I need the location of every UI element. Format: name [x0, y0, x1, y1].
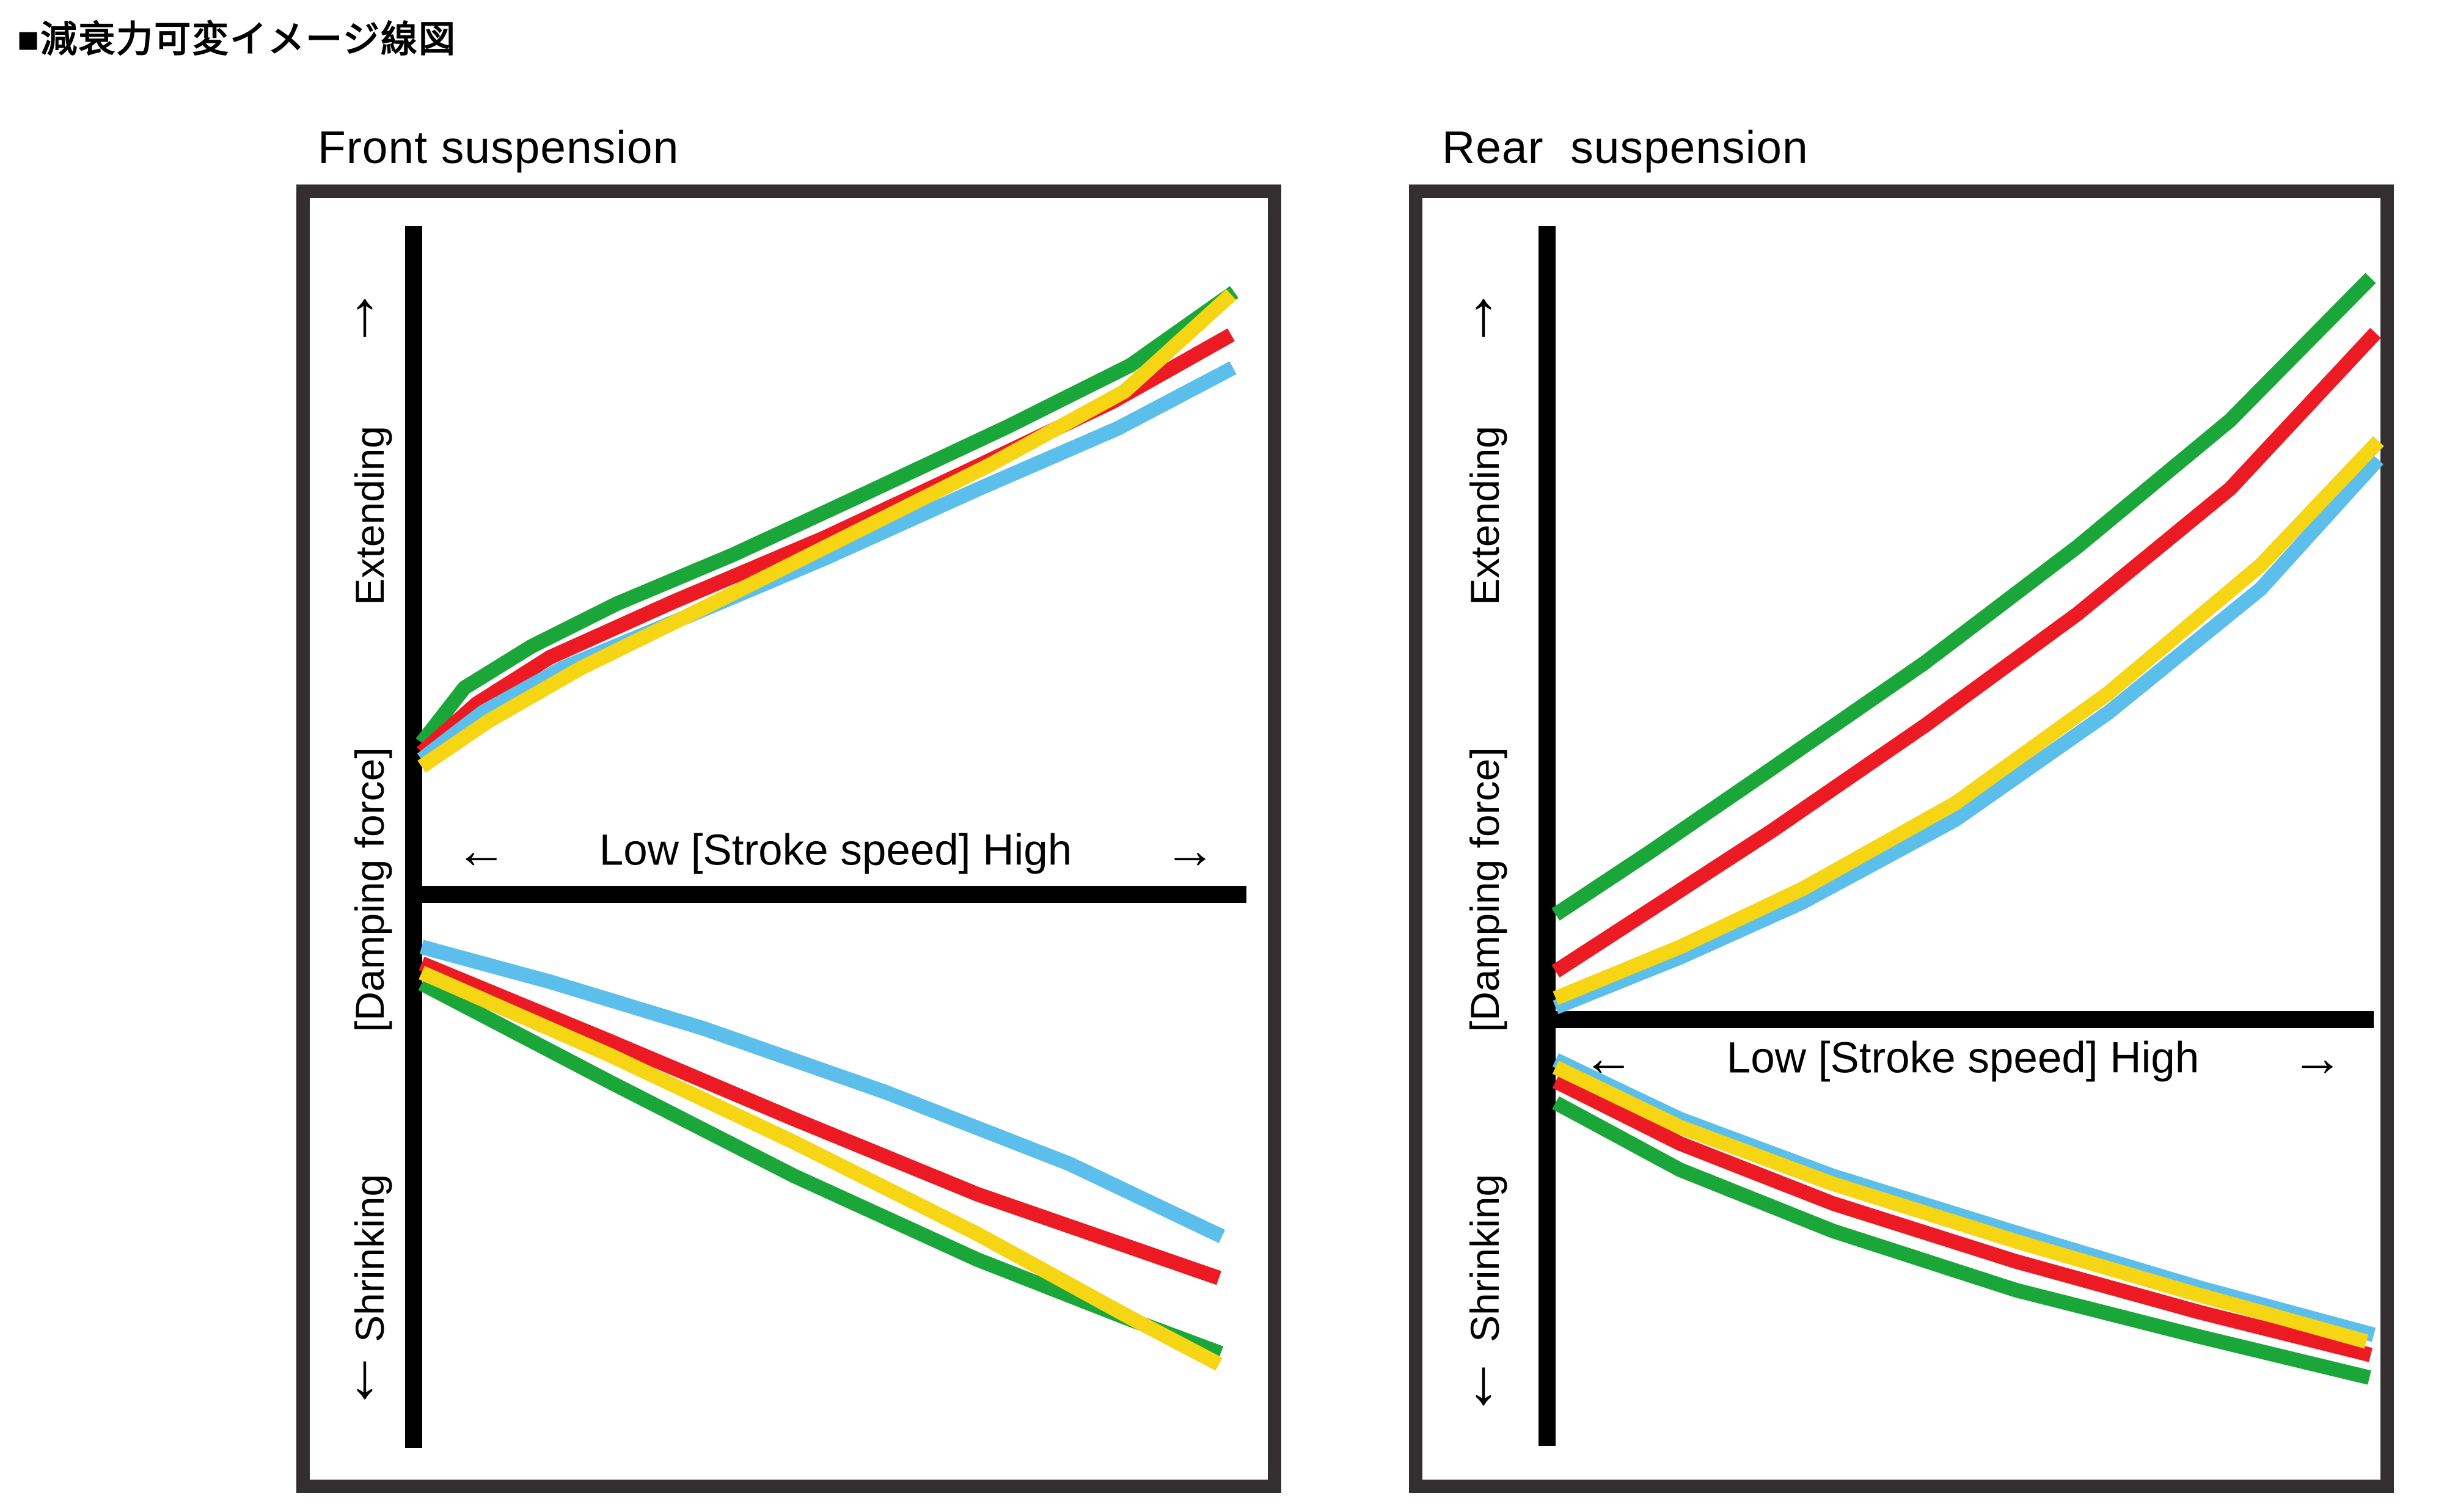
- front-y-axis-bar: [405, 226, 422, 1448]
- rear-shrinking-down-arrow-icon: ↓: [1467, 1346, 1500, 1418]
- front-shrinking-down-arrow-icon: ↓: [348, 1340, 381, 1412]
- front-green-extending-curve: [415, 286, 1238, 748]
- front-y-axis-label: Shrinking [Damping force] Extending: [344, 426, 395, 1342]
- front-yellow-shrinking-curve: [419, 966, 1223, 1371]
- rear-y-label-extending: Extending: [1462, 426, 1507, 605]
- rear-yellow-extending-curve: [1553, 436, 2384, 1006]
- rear-chart-title: Rear suspension: [1442, 122, 1809, 173]
- rear-skyblue-extending-curve: [1553, 454, 2384, 1015]
- rear-chart-frame: [1409, 184, 2394, 1493]
- front-yellow-extending-curve: [417, 289, 1237, 773]
- rear-high-right-arrow-icon: →: [2291, 1029, 2343, 1087]
- front-x-axis-label: ← Low [Stroke speed] High →: [455, 825, 1216, 877]
- rear-y-axis-label: Shrinking [Damping force] Extending: [1459, 426, 1510, 1342]
- front-red-shrinking-curve: [419, 956, 1221, 1285]
- front-extending-up-arrow-icon: ↑: [348, 277, 381, 349]
- front-y-label-damping-force: [Damping force]: [347, 747, 392, 1032]
- rear-y-label-shrinking: Shrinking: [1462, 1174, 1507, 1342]
- front-y-label-shrinking: Shrinking: [347, 1174, 392, 1342]
- rear-red-extending-curve: [1551, 327, 2381, 978]
- rear-x-axis-bar: [1538, 1011, 2374, 1028]
- rear-red-shrinking-curve: [1552, 1075, 2373, 1362]
- rear-y-label-damping-force: [Damping force]: [1462, 747, 1507, 1032]
- rear-yellow-shrinking-curve: [1552, 1061, 2369, 1349]
- rear-y-axis-bar: [1538, 226, 1556, 1446]
- front-chart-title: Front suspension: [318, 122, 679, 173]
- rear-skyblue-shrinking-curve: [1552, 1053, 2376, 1342]
- front-low-left-arrow-icon: ←: [455, 821, 507, 880]
- page-title: ■減衰力可変イメージ線図: [17, 19, 457, 60]
- rear-green-extending-curve: [1551, 272, 2376, 921]
- front-skyblue-shrinking-curve: [419, 940, 1226, 1243]
- damping-curves-group: [415, 272, 2384, 1385]
- front-x-label-text: Low [Stroke speed] High: [599, 826, 1072, 875]
- front-y-label-extending: Extending: [347, 426, 392, 605]
- rear-extending-up-arrow-icon: ↑: [1467, 277, 1500, 349]
- rear-x-axis-label: ← Low [Stroke speed] High →: [1582, 1032, 2343, 1084]
- front-high-right-arrow-icon: →: [1163, 821, 1216, 880]
- rear-low-left-arrow-icon: ←: [1582, 1029, 1634, 1087]
- front-x-axis-bar: [405, 886, 1246, 903]
- front-skyblue-extending-curve: [417, 361, 1237, 765]
- front-chart-frame: [296, 184, 1281, 1493]
- rear-green-shrinking-curve: [1552, 1096, 2371, 1385]
- rear-x-label-text: Low [Stroke speed] High: [1726, 1034, 2200, 1083]
